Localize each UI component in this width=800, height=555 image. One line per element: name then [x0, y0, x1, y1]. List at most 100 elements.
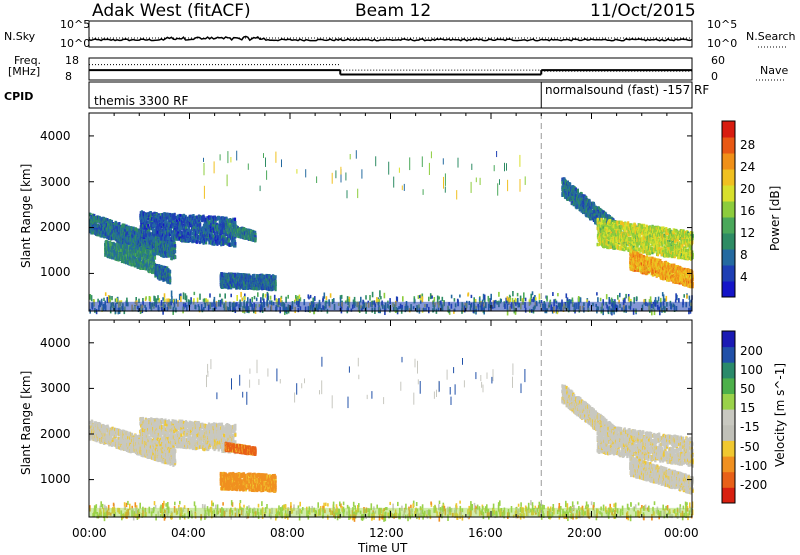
power-ground-echo: [274, 295, 276, 301]
power-ground-echo: [308, 294, 310, 298]
power-ground-echo: [512, 291, 514, 296]
power-echo-cell: [234, 218, 236, 222]
power-ground-echo: [90, 294, 92, 300]
power-ground-echo: [596, 292, 598, 295]
power-ground-echo: [270, 296, 272, 300]
power-ground-echo: [479, 297, 481, 301]
nsky-strip-frame: [89, 21, 692, 47]
power-ground-echo: [322, 298, 324, 302]
power-echo-cell: [254, 239, 256, 243]
power-ground-echo: [533, 297, 535, 302]
power-ground-echo: [498, 292, 500, 297]
power-ground-echo: [686, 295, 688, 299]
power-ground-echo: [578, 296, 580, 302]
power-ground-echo: [467, 293, 469, 296]
power-echo-cell: [118, 222, 120, 226]
power-ground-echo: [683, 294, 685, 297]
nsky-trace: [89, 36, 692, 40]
power-ground-echo: [572, 298, 574, 302]
power-ground-echo: [380, 296, 382, 299]
power-ground-echo: [532, 291, 534, 295]
power-ground-echo: [341, 295, 343, 299]
power-ground-echo: [379, 299, 381, 302]
power-ground-echo: [219, 294, 221, 298]
power-ground-echo: [153, 296, 155, 301]
power-ground-echo: [230, 294, 232, 297]
power-echo-cell: [174, 250, 176, 254]
power-ground-echo: [422, 296, 424, 302]
power-ground-echo: [535, 297, 537, 300]
power-echo-cell: [174, 213, 176, 217]
power-ground-echo: [471, 295, 473, 298]
power-ground-echo: [597, 297, 599, 302]
freq-strip-frame: [89, 58, 692, 80]
power-ground-echo: [209, 293, 211, 297]
power-ground-echo: [326, 296, 328, 300]
power-ground-echo: [369, 295, 371, 301]
power-ground-echo: [625, 294, 627, 298]
power-ground-echo: [105, 292, 107, 296]
power-ground-echo: [330, 293, 332, 297]
power-ground-echo: [256, 298, 258, 302]
power-ground-echo: [142, 298, 144, 302]
power-ground-echo: [244, 296, 246, 300]
power-ground-echo: [236, 295, 238, 301]
power-ground-echo: [531, 299, 533, 302]
power-ground-echo: [663, 294, 665, 301]
power-ground-echo: [442, 297, 444, 301]
power-echo-cell: [199, 223, 201, 227]
power-ground-echo: [619, 293, 621, 297]
power-ground-echo: [567, 297, 569, 301]
power-ground-echo: [224, 293, 226, 298]
power-echo-cell: [169, 270, 171, 274]
power-ground-echo: [517, 293, 519, 296]
power-ground-echo: [240, 292, 242, 297]
power-ground-echo: [428, 297, 430, 302]
power-ground-echo: [523, 292, 525, 299]
power-ground-echo: [451, 295, 453, 299]
power-ground-echo: [402, 296, 404, 301]
power-ground-echo: [419, 295, 421, 298]
power-ground-echo: [636, 297, 638, 300]
power-ground-echo: [194, 292, 196, 295]
power-ground-echo: [500, 299, 502, 302]
power-ground-echo: [164, 299, 166, 303]
power-ground-echo: [430, 293, 432, 299]
power-ground-echo: [162, 297, 164, 300]
power-ground-echo: [459, 295, 461, 298]
power-echo-cell: [154, 256, 156, 260]
power-ground-echo: [655, 297, 657, 302]
power-ground-echo: [552, 292, 554, 296]
power-ground-echo: [180, 296, 182, 302]
power-echo-cell: [174, 244, 176, 248]
cpid-strip-frame: [89, 82, 692, 108]
power-ground-echo: [310, 295, 312, 298]
power-ground-echo: [384, 293, 386, 299]
power-ground-echo: [324, 293, 326, 299]
power-ground-echo: [295, 295, 297, 299]
power-ground-echo: [617, 295, 619, 300]
power-ground-echo: [520, 296, 522, 302]
power-ground-echo: [689, 296, 691, 300]
power-echo-cell: [154, 252, 156, 256]
power-ground-echo: [103, 298, 105, 301]
power-ground-echo: [438, 296, 440, 299]
power-ground-echo: [111, 296, 113, 300]
power-echo-cell: [234, 242, 236, 246]
power-ground-echo: [488, 296, 490, 301]
power-ground-echo: [185, 293, 187, 300]
power-ground-echo: [164, 293, 166, 297]
power-ground-echo: [525, 298, 527, 302]
power-ground-echo: [145, 296, 147, 299]
power-ground-echo: [267, 294, 269, 300]
power-ground-echo: [365, 295, 367, 299]
power-ground-echo: [241, 298, 243, 302]
power-ground-echo: [490, 294, 492, 300]
power-ground-echo: [431, 296, 433, 299]
power-ground-echo: [557, 293, 559, 296]
power-ground-echo: [666, 296, 668, 302]
power-ground-echo: [580, 297, 582, 302]
power-ground-echo: [265, 294, 267, 298]
power-echo-cell: [174, 256, 176, 260]
power-ground-echo: [397, 297, 399, 302]
